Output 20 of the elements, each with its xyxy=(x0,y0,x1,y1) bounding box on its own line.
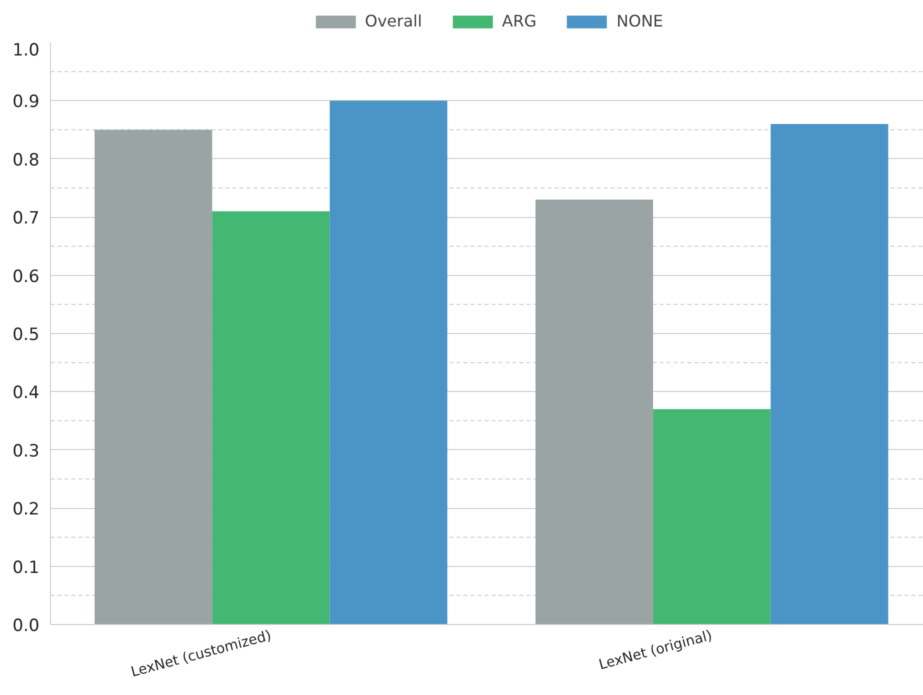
y-tick-label: 0.2 xyxy=(12,500,40,520)
legend-label: ARG xyxy=(502,12,537,30)
y-tick-label: 0.3 xyxy=(12,441,40,462)
bar xyxy=(94,130,212,624)
y-tick-label: 1.0 xyxy=(12,40,40,60)
bar xyxy=(330,100,448,624)
legend-label: Overall xyxy=(364,12,422,30)
y-tick-label: 0.6 xyxy=(12,266,40,287)
y-tick-label: 0.1 xyxy=(12,558,40,578)
bar xyxy=(770,124,888,624)
bar xyxy=(212,211,330,624)
y-tick-label: 0.4 xyxy=(12,383,40,404)
y-tick-label: 0.7 xyxy=(12,208,40,229)
legend-label: NONE xyxy=(616,12,664,30)
y-tick-label: 0.5 xyxy=(12,325,40,345)
y-tick-label: 0.9 xyxy=(12,92,40,112)
y-tick-label: 0.8 xyxy=(12,150,40,170)
bar xyxy=(653,409,771,624)
y-tick-label: 0.0 xyxy=(12,616,40,636)
bar xyxy=(536,200,654,624)
